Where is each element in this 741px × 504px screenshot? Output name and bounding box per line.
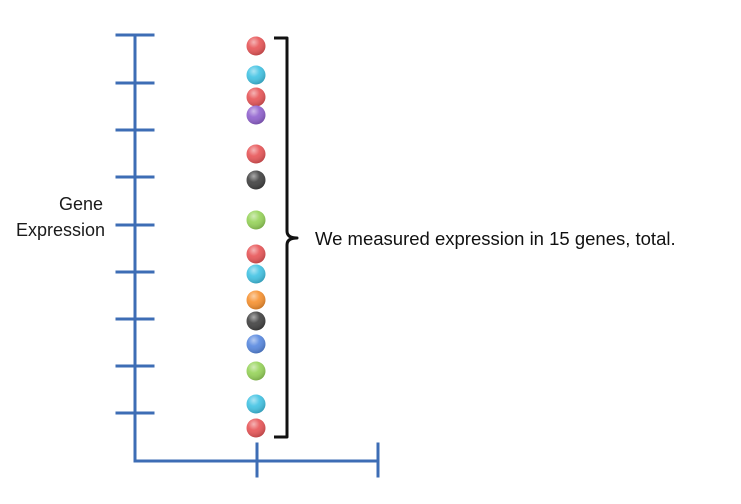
gene-dot-highlight	[246, 394, 266, 414]
gene-dot-highlight	[246, 418, 266, 438]
y-axis-label-line-2: Expression	[16, 220, 105, 240]
gene-dot-highlight	[246, 311, 266, 331]
gene-dot-highlight	[246, 290, 266, 310]
gene-dot-highlight	[246, 244, 266, 264]
gene-dot-highlight	[246, 210, 266, 230]
y-axis-label-line-1: Gene	[59, 194, 103, 214]
gene-dot-highlight	[246, 334, 266, 354]
y-axis-label: Gene Expression	[16, 194, 105, 240]
gene-dot-highlight	[246, 87, 266, 107]
gene-dot-highlight	[246, 264, 266, 284]
gene-dot-highlight	[246, 36, 266, 56]
annotation-text: We measured expression in 15 genes, tota…	[315, 228, 676, 249]
curly-bracket	[274, 36, 299, 439]
gene-dot-highlight	[246, 105, 266, 125]
axis	[115, 33, 380, 478]
gene-dot-highlight	[246, 144, 266, 164]
gene-dot-highlight	[246, 170, 266, 190]
gene-dots	[246, 36, 266, 438]
gene-dot-highlight	[246, 65, 266, 85]
gene-dot-highlight	[246, 361, 266, 381]
